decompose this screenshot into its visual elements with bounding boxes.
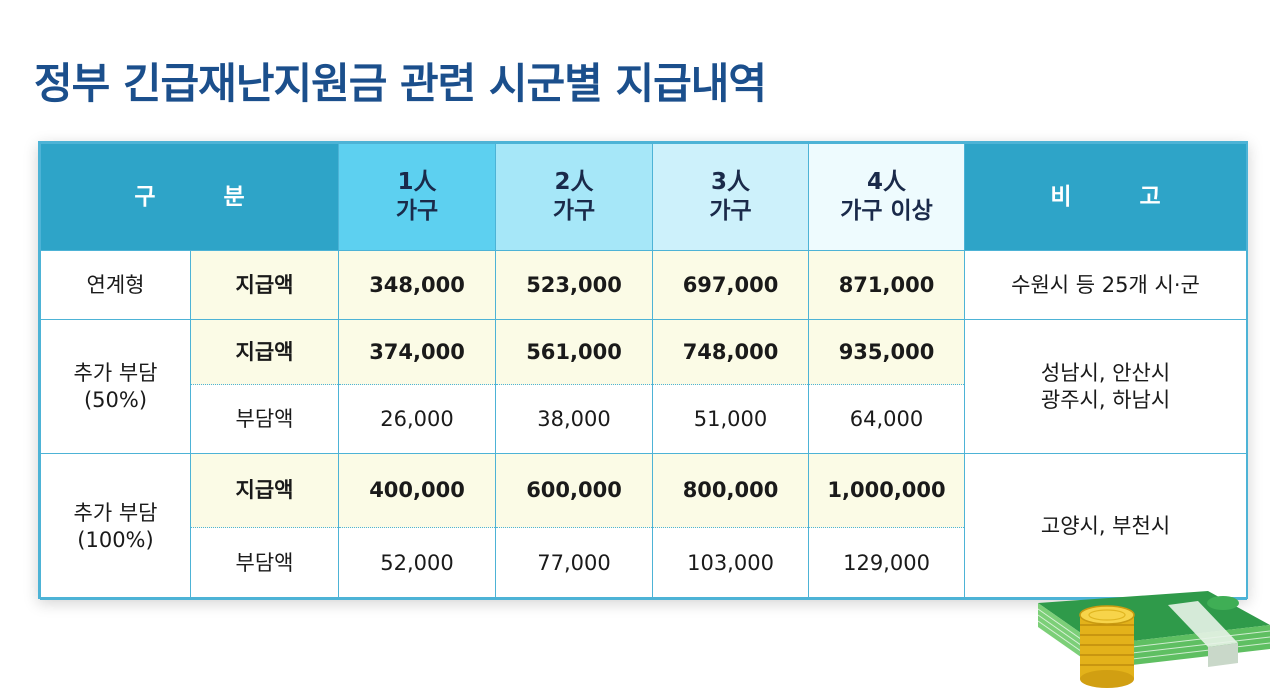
burden-cell: 51,000	[652, 384, 810, 454]
pay-cell: 561,000	[495, 319, 654, 385]
burden-cell: 77,000	[495, 527, 654, 600]
header-row: 구 분 1人 가구 2人 가구 3人 가구 4人 가구 이상 비 고	[39, 143, 1248, 251]
category-cell: 추가 부담 (50%)	[40, 319, 191, 454]
pay-cell: 800,000	[652, 453, 810, 528]
pay-cell: 935,000	[808, 319, 966, 385]
pay-cell: 600,000	[495, 453, 654, 528]
pay-cell: 400,000	[338, 453, 497, 528]
table-row-linked: 연계형 지급액 348,000 523,000 697,000 871,000 …	[40, 250, 1248, 320]
burden-cell: 52,000	[338, 527, 497, 600]
pay-cell: 748,000	[652, 319, 810, 385]
header-1-person: 1人 가구	[338, 143, 497, 251]
payment-table: 구 분 1人 가구 2人 가구 3人 가구 4人 가구 이상 비 고 연계형 지급액 3…	[38, 141, 1248, 600]
bill-stack-icon	[1037, 591, 1270, 669]
category-cell: 추가 부담 (100%)	[40, 453, 191, 600]
pay-cell: 1,000,000	[808, 453, 966, 528]
page-title: 정부 긴급재난지원금 관련 시군별 지급내역	[34, 59, 767, 108]
remarks-cell: 고양시, 부천시	[964, 453, 1248, 600]
money-stack-and-coins-icon	[1037, 591, 1270, 688]
pay-label: 지급액	[189, 250, 340, 320]
table-row-extra100-pay: 추가 부담 (100%) 지급액 400,000 600,000 800,000 …	[40, 453, 1248, 600]
burden-cell: 64,000	[808, 384, 966, 454]
pay-cell: 697,000	[652, 250, 810, 320]
burden-label: 부담액	[189, 384, 340, 454]
pay-cell: 523,000	[495, 250, 654, 320]
pay-cell: 374,000	[338, 319, 497, 385]
header-2-person: 2人 가구	[495, 143, 654, 251]
category-cell: 연계형	[40, 250, 191, 320]
pay-label: 지급액	[189, 319, 340, 385]
burden-cell: 26,000	[338, 384, 497, 454]
pay-cell: 348,000	[338, 250, 497, 320]
table-row-extra50-pay: 추가 부담 (50%) 지급액 374,000 561,000 748,000 9…	[40, 319, 1248, 454]
remarks-cell: 성남시, 안산시 광주시, 하남시	[964, 319, 1248, 454]
remarks-cell: 수원시 등 25개 시·군	[964, 250, 1248, 320]
burden-cell: 38,000	[495, 384, 654, 454]
table-row-extra100-burden: 부담액 52,000 77,000 103,000 129,000	[41, 527, 1247, 600]
header-category: 구 분	[39, 143, 340, 251]
header-remarks: 비 고	[964, 143, 1248, 251]
pay-label: 지급액	[189, 453, 340, 528]
header-4-person: 4人 가구 이상	[808, 143, 966, 251]
coin-stack-icon	[1079, 605, 1135, 688]
burden-cell: 103,000	[652, 527, 810, 600]
burden-cell: 129,000	[808, 527, 966, 600]
burden-label: 부담액	[189, 527, 340, 600]
pay-cell: 871,000	[808, 250, 966, 320]
header-3-person: 3人 가구	[652, 143, 810, 251]
